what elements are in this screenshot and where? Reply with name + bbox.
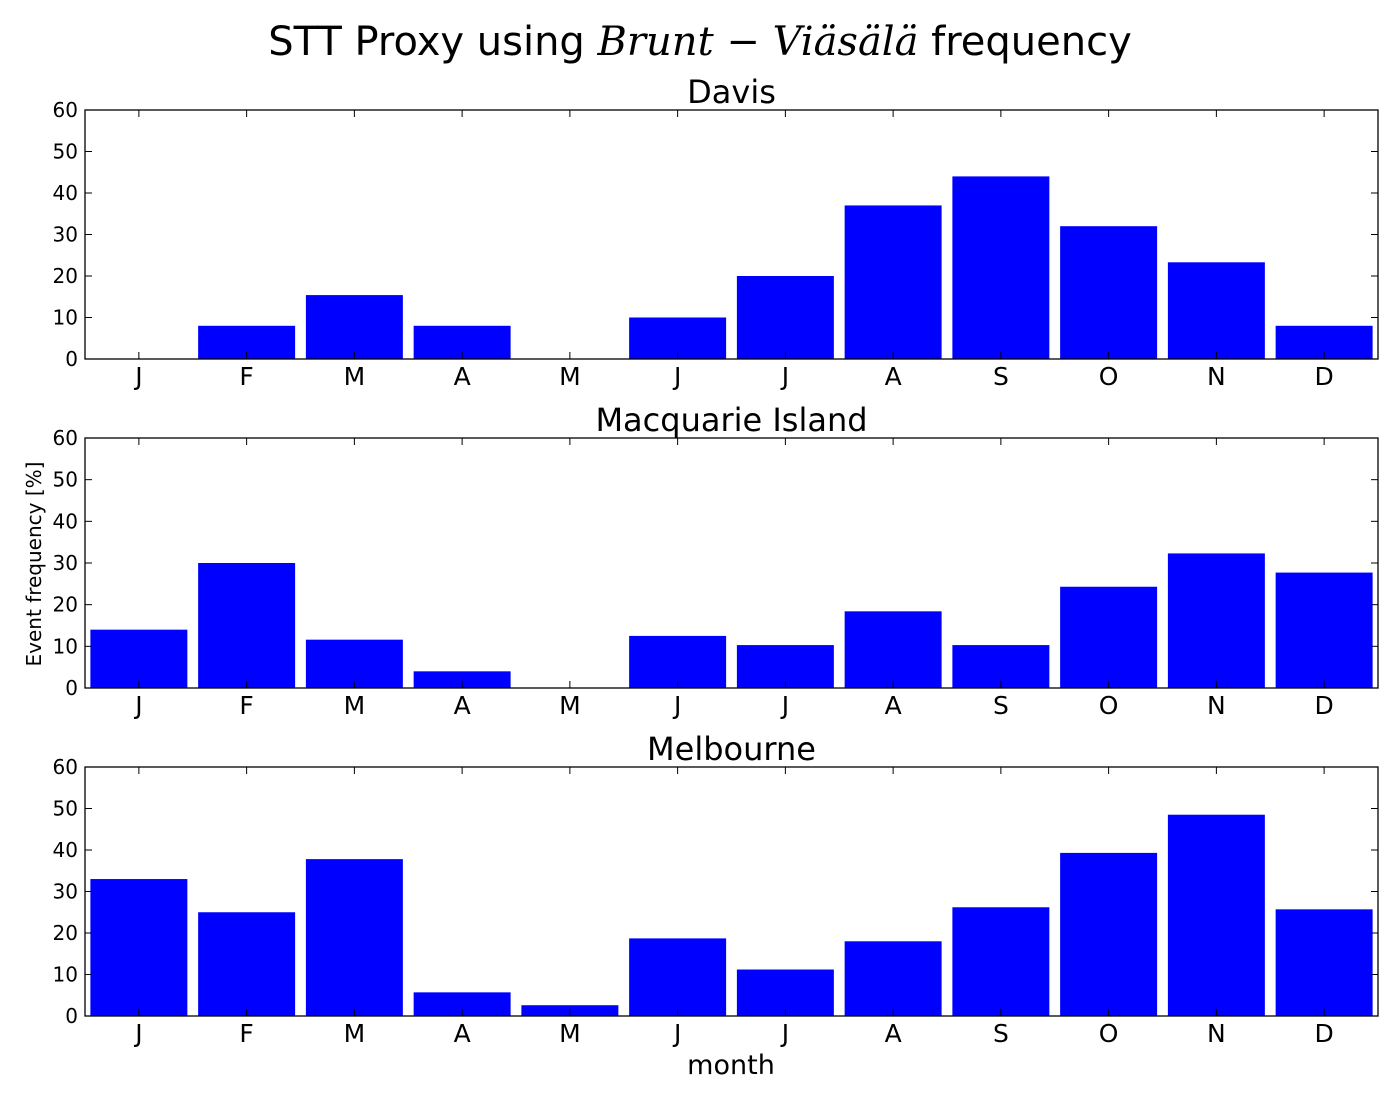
ytick-label: 30: [53, 551, 78, 575]
ytick-label: 10: [53, 963, 78, 987]
ytick-label: 40: [53, 181, 78, 205]
xtick-label: A: [885, 691, 902, 720]
bar-macquarie-island-3: [413, 671, 511, 688]
xtick-label: N: [1207, 362, 1226, 391]
ytick-label: 50: [53, 468, 78, 492]
xtick-label: J: [133, 691, 142, 720]
xtick-label: D: [1314, 691, 1333, 720]
xtick-label: M: [559, 1019, 581, 1048]
bar-davis-2: [305, 295, 403, 359]
xtick-label: O: [1099, 691, 1119, 720]
xtick-label: S: [993, 691, 1009, 720]
figure-title: STT Proxy using Brunt − Viäsälä frequenc…: [268, 19, 1132, 65]
ytick-label: 50: [53, 797, 78, 821]
bar-macquarie-island-6: [736, 645, 834, 688]
bar-melbourne-3: [413, 992, 511, 1016]
bar-davis-9: [1060, 226, 1158, 359]
figure-title-prefix: STT Proxy using: [268, 19, 597, 65]
bar-melbourne-5: [629, 938, 727, 1016]
ytick-label: 40: [53, 509, 78, 533]
ytick-label: 50: [53, 140, 78, 164]
xtick-label: J: [672, 362, 681, 391]
xtick-label: J: [780, 362, 789, 391]
ytick-label: 40: [53, 838, 78, 862]
panel-davis: Davis 0 10 20 30 40 50 60 J F M A M J J A S O N D: [53, 73, 1379, 391]
ytick-label: 0: [65, 347, 78, 371]
xtick-label: D: [1314, 1019, 1333, 1048]
panel-melbourne: Melbourne 0 10 20 30 40 50 60 J F M A M J J A S O N D: [53, 730, 1379, 1048]
ytick-label: 20: [53, 593, 78, 617]
panel-title-melbourne: Melbourne: [647, 730, 816, 768]
figure-title-suffix: frequency: [918, 19, 1131, 65]
bar-macquarie-island-0: [90, 629, 188, 688]
xtick-label: S: [993, 362, 1009, 391]
panel-title-macquarie-island: Macquarie Island: [595, 401, 867, 439]
xtick-label: D: [1314, 362, 1333, 391]
bar-macquarie-island-8: [952, 645, 1050, 688]
xtick-label: M: [559, 362, 581, 391]
y-axis-label: Event frequency [%]: [22, 462, 46, 667]
ytick-label: 30: [53, 880, 78, 904]
ytick-label: 60: [53, 426, 78, 450]
bar-davis-10: [1167, 262, 1265, 359]
xtick-label: M: [344, 1019, 366, 1048]
bar-melbourne-9: [1060, 852, 1158, 1016]
xtick-label: M: [344, 362, 366, 391]
xtick-label: A: [454, 1019, 471, 1048]
xtick-label: J: [780, 691, 789, 720]
bar-melbourne-8: [952, 907, 1050, 1016]
ytick-label: 20: [53, 921, 78, 945]
xtick-label: O: [1099, 362, 1119, 391]
xtick-label: M: [344, 691, 366, 720]
xtick-label: S: [993, 1019, 1009, 1048]
ytick-label: 60: [53, 98, 78, 122]
xtick-label: J: [672, 691, 681, 720]
bar-melbourne-0: [90, 879, 188, 1016]
xtick-label: M: [559, 691, 581, 720]
panel-title-davis: Davis: [687, 73, 776, 111]
ytick-label: 30: [53, 223, 78, 247]
bar-macquarie-island-10: [1167, 553, 1265, 688]
bar-macquarie-island-5: [629, 635, 727, 688]
xtick-label: O: [1099, 1019, 1119, 1048]
bar-melbourne-11: [1275, 909, 1373, 1016]
bar-macquarie-island-7: [844, 611, 942, 688]
x-axis-label: month: [687, 1050, 775, 1081]
bar-melbourne-2: [305, 859, 403, 1016]
bar-macquarie-island-2: [305, 639, 403, 688]
xtick-label: J: [780, 1019, 789, 1048]
ytick-label: 10: [53, 306, 78, 330]
xtick-label: F: [239, 362, 253, 391]
bar-macquarie-island-1: [198, 563, 296, 688]
bar-macquarie-island-9: [1060, 586, 1158, 688]
xtick-label: F: [239, 1019, 253, 1048]
bar-melbourne-1: [198, 912, 296, 1016]
xtick-label: A: [454, 362, 471, 391]
xtick-label: J: [672, 1019, 681, 1048]
panel-macquarie-island: Macquarie Island 0 10 20 30 40 50 60 J F M A M J J A S O N…: [53, 401, 1379, 720]
xtick-label: A: [885, 362, 902, 391]
bar-melbourne-10: [1167, 814, 1265, 1016]
ytick-label: 0: [65, 676, 78, 700]
xtick-label: J: [133, 1019, 142, 1048]
xtick-label: N: [1207, 1019, 1226, 1048]
ytick-label: 60: [53, 755, 78, 779]
ytick-label: 10: [53, 634, 78, 658]
xtick-label: A: [885, 1019, 902, 1048]
bar-melbourne-6: [736, 969, 834, 1016]
ytick-label: 20: [53, 264, 78, 288]
ytick-label: 0: [65, 1004, 78, 1028]
bar-davis-8: [952, 176, 1050, 359]
bar-melbourne-7: [844, 941, 942, 1016]
xtick-label: J: [133, 362, 142, 391]
bar-davis-6: [736, 276, 834, 359]
xtick-label: A: [454, 691, 471, 720]
xtick-label: N: [1207, 691, 1226, 720]
figure-title-math: Brunt − Viäsälä: [597, 19, 919, 65]
bar-davis-7: [844, 205, 942, 359]
xtick-label: F: [239, 691, 253, 720]
bar-macquarie-island-11: [1275, 572, 1373, 688]
